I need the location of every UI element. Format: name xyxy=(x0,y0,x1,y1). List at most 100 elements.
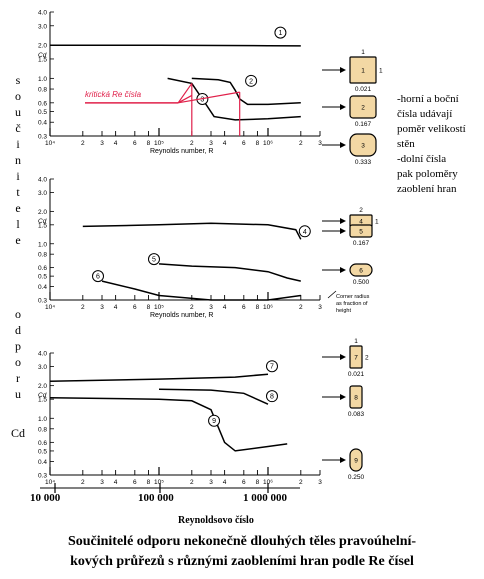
y-tick-label: 4.0 xyxy=(38,10,47,17)
shape-corner-radius: 0.083 xyxy=(348,411,365,418)
x-tick-label: 3 xyxy=(209,140,213,147)
y-tick-label: 0.5 xyxy=(38,109,47,116)
x-tick-label: 10⁵ xyxy=(154,304,164,311)
series-line-2 xyxy=(191,77,301,106)
critical-re-pointer xyxy=(177,83,193,104)
chart-panel-1: 4.0 3.0 2.0 1.5 1.0 0.8 0.6 0.5 0.4 0.3 Cd 10⁴ 2 3 4 6 8… xyxy=(38,10,383,167)
x-tick-label: 2 xyxy=(190,479,194,486)
note-line: čísla udávají xyxy=(397,108,453,120)
x-tick-label: 6 xyxy=(242,479,246,486)
x-tick-label: 3 xyxy=(100,479,104,486)
series-marker-9 xyxy=(208,414,221,427)
note-line: poměr velikostí xyxy=(397,123,466,135)
y-tick-label: 3.0 xyxy=(38,364,47,371)
x-tick-label: 6 xyxy=(133,140,137,147)
shape-corner-radius: 0.500 xyxy=(353,279,370,286)
series-marker-7 xyxy=(265,360,278,373)
chart-panel-3: 4.0 3.0 2.0 1.5 1.0 0.8 0.60.5 0.4 0.3 Cd 10⁴ 2 3 4 6 8… xyxy=(38,338,369,486)
x-tick-label: 3 xyxy=(100,140,104,147)
y-tick-label: 0.3 xyxy=(38,473,47,480)
shape-corner-radius: 0.333 xyxy=(355,159,372,166)
shape-side-ratio: 2 xyxy=(365,355,369,362)
corner-radius-note: as fraction of xyxy=(336,301,368,307)
note-line: stěn xyxy=(397,138,415,150)
chart-panel-2: 4.0 3.0 2.0 1.5 1.0 0.8 0.6 0.5 0.4 0.3 Cd 10⁴ 2 3 4 6 8… xyxy=(38,177,379,320)
series-label-6: 6 xyxy=(96,274,100,281)
series-label-3: 3 xyxy=(200,96,204,103)
y-tick-label: 1.0 xyxy=(38,241,47,248)
big-axis-tick-100000: 100 000 xyxy=(138,492,174,504)
series-line-8 xyxy=(158,388,269,405)
series-line-6 xyxy=(101,280,301,301)
critical-re-annotation: kritická Re čísla xyxy=(85,90,142,99)
x-tick-label: 3 xyxy=(318,140,322,147)
arrow-head xyxy=(340,457,346,463)
big-axis-tick-1000000: 1 000 000 xyxy=(243,492,287,504)
cross-section-shape-6 xyxy=(349,263,373,277)
series-line-9 xyxy=(49,396,288,452)
x-tick-label: 8 xyxy=(256,140,260,147)
series-label-9: 9 xyxy=(212,418,216,425)
caption-line: Součinitelé odporu nekonečně dlouhých tě… xyxy=(67,534,417,549)
y-tick-label: 0.4 xyxy=(38,459,47,466)
series-marker-5 xyxy=(147,253,160,266)
x-tick-label: 2 xyxy=(299,479,303,486)
shape-top-ratio: 1 xyxy=(361,49,365,56)
y-tick-label: 0.4 xyxy=(38,284,47,291)
y-tick-label: 1.0 xyxy=(38,416,47,423)
series-line-4 xyxy=(82,222,302,240)
x-tick-label: 10⁶ xyxy=(263,140,273,147)
y-tick-label: 0.8 xyxy=(38,87,47,94)
x-tick-label: 10⁶ xyxy=(263,479,273,486)
cross-section-shape-8 xyxy=(349,385,363,409)
side-label-cd: Cd xyxy=(10,426,25,440)
x-tick-label: 2 xyxy=(299,140,303,147)
x-tick-label: 10⁴ xyxy=(45,479,55,486)
corner-radius-note: Corner radius xyxy=(336,294,370,300)
y-tick-label: 1.0 xyxy=(38,76,47,83)
shape-side-ratio: 1 xyxy=(379,68,383,75)
x-tick-label: 10⁴ xyxy=(45,140,55,147)
y-tick-label: 1.5 xyxy=(38,56,47,63)
arrow-head xyxy=(340,228,346,234)
critical-re-pointer xyxy=(177,94,193,104)
x-tick-label: 2 xyxy=(299,304,303,311)
arrow-head xyxy=(340,67,346,73)
series-line-7 xyxy=(49,373,269,382)
cross-section-shape-3 xyxy=(349,133,377,157)
x-tick-label: 4 xyxy=(223,479,227,486)
x-tick-label: 6 xyxy=(242,304,246,311)
shape-corner-radius: 0.167 xyxy=(355,121,372,128)
series-label-8: 8 xyxy=(270,394,274,401)
x-tick-label: 4 xyxy=(114,304,118,311)
arrow-head xyxy=(340,394,346,400)
shape-corner-radius: 0.021 xyxy=(355,86,372,93)
series-line-5 xyxy=(158,263,301,282)
y-tick-label: 4.0 xyxy=(38,177,47,184)
x-tick-label: 10⁵ xyxy=(154,479,164,486)
series-marker-8 xyxy=(265,390,278,403)
arrow-head xyxy=(340,267,346,273)
x-tick-label: 8 xyxy=(147,479,151,486)
shape-number-4: 4 xyxy=(359,219,363,226)
series-label-2: 2 xyxy=(249,78,253,85)
y-tick-label: 2.0 xyxy=(38,209,47,216)
cross-section-shape-5 xyxy=(349,224,373,238)
series-marker-6 xyxy=(92,270,105,283)
y-tick-label: 3.0 xyxy=(38,190,47,197)
shape-number-8: 8 xyxy=(354,395,358,402)
critical-re-pointer xyxy=(178,91,240,104)
shape-number-6: 6 xyxy=(359,268,363,275)
x-axis-title: Reynolds number, R xyxy=(150,312,213,319)
x-tick-label: 8 xyxy=(147,140,151,147)
big-axis-title: Reynoldsovo číslo xyxy=(178,515,254,526)
series-label-7: 7 xyxy=(270,364,274,371)
cross-section-shape-1 xyxy=(349,56,377,84)
x-tick-label: 3 xyxy=(100,304,104,311)
cross-section-shape-2 xyxy=(349,95,377,119)
y-tick-label: 1.5 xyxy=(38,222,47,229)
caption-line: kových průřezů s různými zaobleními hran… xyxy=(70,554,414,569)
y-tick-label: 0.4 xyxy=(38,120,47,127)
